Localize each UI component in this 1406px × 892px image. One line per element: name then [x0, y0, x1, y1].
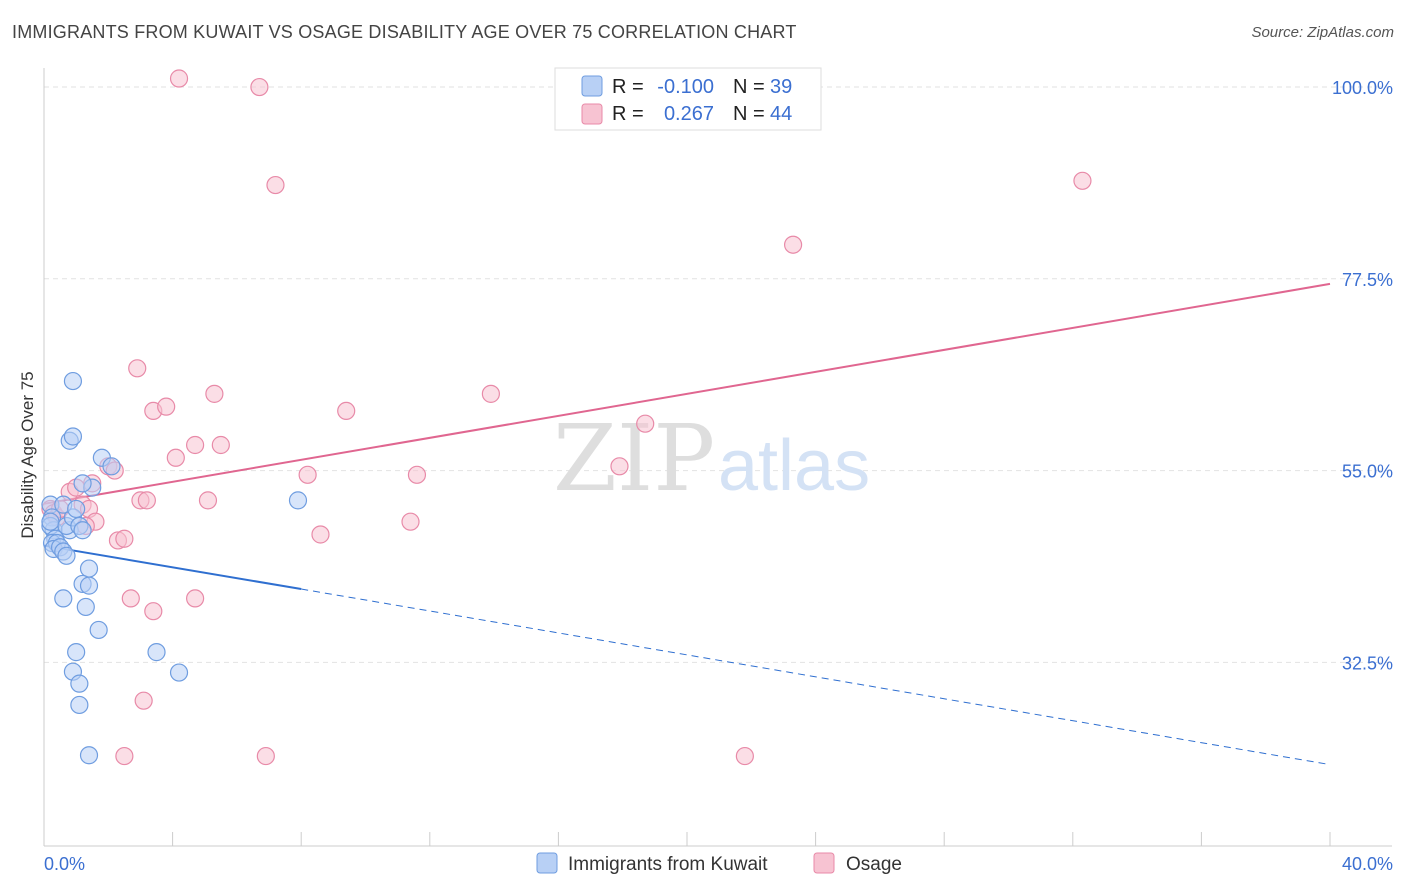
watermark-zip: ZIP [553, 405, 715, 512]
point-kuwait [63, 427, 83, 446]
point-kuwait [89, 620, 108, 640]
point-osage [266, 175, 285, 195]
point-osage [128, 359, 147, 378]
legend-swatch-pink [581, 103, 603, 125]
y-tick-label: 32.5% [1342, 653, 1393, 673]
point-osage [166, 448, 185, 467]
point-kuwait [67, 643, 86, 662]
point-osage [1073, 171, 1092, 190]
point-osage [169, 69, 189, 88]
bottom-legend-swatch-blue [536, 852, 558, 874]
point-osage [186, 589, 205, 608]
point-osage [256, 746, 275, 766]
point-kuwait [147, 643, 166, 662]
point-kuwait [79, 576, 99, 595]
point-osage [137, 491, 156, 510]
point-kuwait [67, 499, 86, 519]
watermark-atlas: atlas [718, 426, 870, 506]
bottom-legend-label-kuwait: Immigrants from Kuwait [568, 854, 768, 875]
point-osage [115, 529, 134, 548]
point-osage [783, 235, 803, 254]
point-osage [401, 512, 420, 531]
bottom-legend-swatch-osage [813, 852, 835, 874]
legend-n-label-1: N = [733, 76, 765, 98]
trend-line-kuwait-solid [43, 544, 302, 591]
legend-n-label-2: N = [733, 103, 765, 125]
point-osage [311, 525, 330, 544]
y-tick-label: 77.5% [1342, 270, 1393, 290]
point-kuwait [169, 663, 189, 682]
point-kuwait [102, 457, 121, 476]
point-osage [144, 602, 163, 621]
scatter-points [41, 69, 1092, 766]
legend-swatch-blue [581, 75, 603, 97]
y-tick-label: 55.0% [1342, 462, 1393, 482]
point-osage [298, 465, 317, 484]
bottom-legend-label-osage: Osage [846, 854, 902, 875]
point-kuwait [79, 746, 99, 765]
point-osage [407, 465, 427, 484]
point-kuwait [54, 589, 73, 608]
x-axis-ticks [43, 832, 1331, 846]
y-tick-labels: 32.5% 55.0% 77.5% 100.0% [1332, 78, 1393, 673]
point-kuwait [76, 597, 95, 617]
point-osage [250, 77, 269, 97]
point-kuwait [63, 371, 83, 391]
trend-line-osage [43, 282, 1331, 505]
trend-lines [43, 282, 1331, 766]
y-tick-label: 100.0% [1332, 78, 1393, 98]
point-osage [134, 691, 153, 710]
chart-title: IMMIGRANTS FROM KUWAIT VS OSAGE DISABILI… [12, 22, 797, 42]
point-osage [121, 589, 140, 608]
legend-r-label-2: R = [612, 103, 644, 125]
point-osage [337, 401, 356, 421]
x-tick-label-max: 40.0% [1342, 854, 1393, 874]
bottom-legend: Immigrants from Kuwait Osage [536, 852, 902, 875]
point-kuwait [288, 491, 308, 510]
point-osage [115, 746, 134, 766]
point-kuwait [73, 521, 92, 540]
point-osage [186, 435, 205, 455]
y-axis-label: Disability Age Over 75 [18, 371, 37, 538]
point-osage [157, 397, 176, 416]
source-label: Source: ZipAtlas.com [1251, 24, 1394, 41]
point-osage [211, 435, 230, 455]
legend-r-value-1: -0.100 [657, 76, 714, 98]
legend-box: R = -0.100 N = 39 R = 0.267 N = 44 [554, 67, 822, 131]
point-kuwait [41, 512, 60, 531]
point-osage [636, 414, 655, 433]
legend-r-value-2: 0.267 [664, 103, 714, 125]
point-osage [735, 746, 754, 766]
point-osage [610, 457, 629, 476]
trend-line-kuwait-dashed [301, 588, 1331, 766]
point-kuwait [70, 674, 89, 693]
x-tick-label-min: 0.0% [44, 854, 85, 874]
point-osage [198, 491, 218, 510]
legend-n-value-1: 39 [770, 76, 792, 98]
point-kuwait [73, 474, 92, 493]
point-kuwait [57, 546, 76, 565]
legend-r-label-1: R = [612, 76, 644, 98]
legend-n-value-2: 44 [770, 103, 792, 125]
point-kuwait [70, 695, 89, 715]
gridlines [44, 86, 1392, 663]
point-osage [481, 384, 500, 403]
point-kuwait [79, 559, 99, 578]
point-osage [205, 384, 224, 403]
